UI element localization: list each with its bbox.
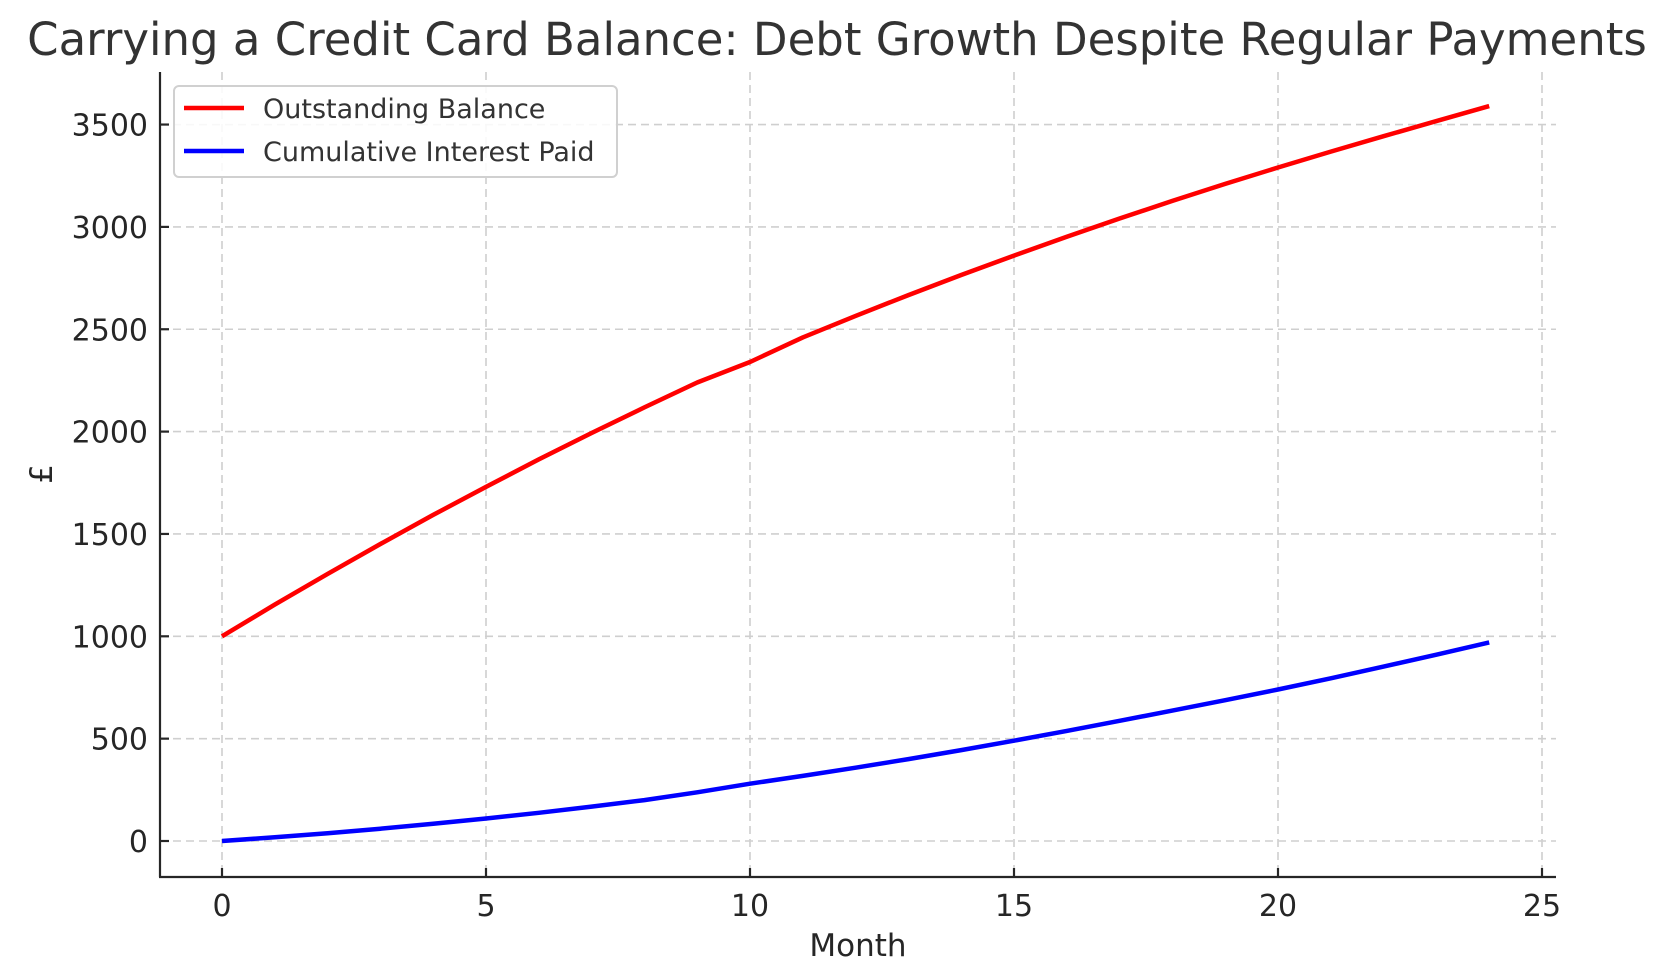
x-axis-ticks: 0 5 10 15 20 25	[212, 868, 1561, 924]
legend-label-interest: Cumulative Interest Paid	[263, 137, 595, 168]
x-axis-label: Month	[809, 928, 906, 964]
legend-box	[173, 85, 618, 178]
y-tick-label: 2000	[72, 416, 148, 451]
x-tick-label: 25	[1523, 889, 1561, 924]
outstanding-balance-line	[220, 103, 1490, 639]
y-tick-label: 2500	[72, 313, 148, 348]
y-axis-label: £	[24, 464, 60, 484]
y-axis-ticks: 0 500 1000 1500 2000 2500 3000 3500	[72, 109, 169, 860]
data-series	[220, 103, 1490, 844]
x-tick-label: 5	[476, 889, 495, 924]
cumulative-interest-line	[221, 640, 1490, 844]
y-tick-label: 1500	[72, 518, 148, 553]
legend-label-balance: Outstanding Balance	[263, 94, 545, 125]
y-tick-label: 3500	[72, 109, 148, 144]
y-tick-label: 3000	[72, 211, 148, 246]
x-tick-label: 15	[995, 889, 1033, 924]
chart-title: Carrying a Credit Card Balance: Debt Gro…	[27, 13, 1647, 66]
x-tick-label: 20	[1259, 889, 1297, 924]
x-tick-label: 10	[731, 889, 769, 924]
legend: Outstanding Balance Cumulative Interest …	[173, 85, 618, 178]
y-tick-label: 500	[91, 723, 148, 758]
y-tick-label: 1000	[72, 620, 148, 655]
y-tick-label: 0	[129, 825, 148, 860]
grid-lines	[160, 72, 1556, 877]
x-tick-label: 0	[212, 889, 231, 924]
